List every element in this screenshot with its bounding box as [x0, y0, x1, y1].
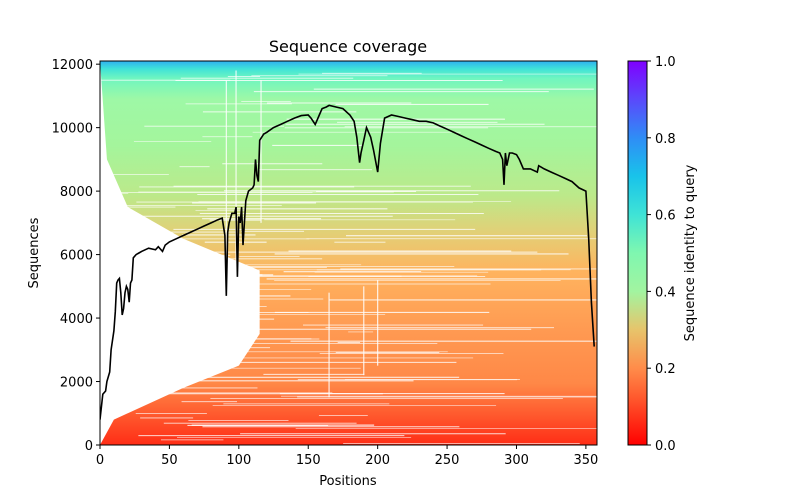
y-axis: 0 2000 4000 6000 8000 10000 12000 [52, 58, 100, 454]
uncovered-region [100, 61, 260, 445]
chart-title: Sequence coverage [269, 37, 427, 56]
coverage-line [100, 104, 595, 420]
x-tick-label: 200 [365, 453, 390, 468]
colorbar-tick-label: 0.8 [655, 132, 676, 147]
colorbar-gradient [627, 60, 648, 446]
x-tick-label: 100 [226, 453, 251, 468]
colorbar-tick-label: 0.6 [655, 209, 676, 224]
colorbar-tick-label: 0.0 [655, 439, 676, 454]
colorbar-tick-label: 0.2 [655, 362, 676, 377]
x-tick-label: 150 [296, 453, 321, 468]
colorbar: 0.0 0.2 0.4 0.6 0.8 1.0 Sequence identity to … [627, 55, 698, 454]
heatmap-gaps [100, 70, 597, 445]
colorbar-ticks: 0.0 0.2 0.4 0.6 0.8 1.0 [647, 55, 676, 454]
colorbar-tick-label: 1.0 [655, 55, 676, 70]
x-axis-label: Positions [319, 474, 377, 489]
x-tick-label: 0 [96, 453, 104, 468]
y-tick-label: 12000 [52, 58, 93, 73]
colorbar-tick-label: 0.4 [655, 285, 676, 300]
x-tick-label: 350 [573, 453, 598, 468]
y-axis-label: Sequences [27, 217, 42, 288]
x-tick-label: 50 [161, 453, 178, 468]
plot-area: 0 50 100 150 200 250 300 350 0 2000 4000 6000 8000 1… [52, 58, 599, 468]
y-tick-label: 2000 [60, 376, 93, 391]
plot-frame [99, 60, 598, 446]
y-tick-label: 8000 [60, 185, 93, 200]
y-tick-label: 6000 [60, 249, 93, 264]
colorbar-label: Sequence identity to query [683, 164, 698, 341]
y-tick-label: 0 [85, 439, 93, 454]
x-tick-label: 300 [504, 453, 529, 468]
y-tick-label: 10000 [52, 122, 93, 137]
y-tick-label: 4000 [60, 312, 93, 327]
x-tick-label: 250 [435, 453, 460, 468]
x-axis: 0 50 100 150 200 250 300 350 [96, 445, 598, 468]
